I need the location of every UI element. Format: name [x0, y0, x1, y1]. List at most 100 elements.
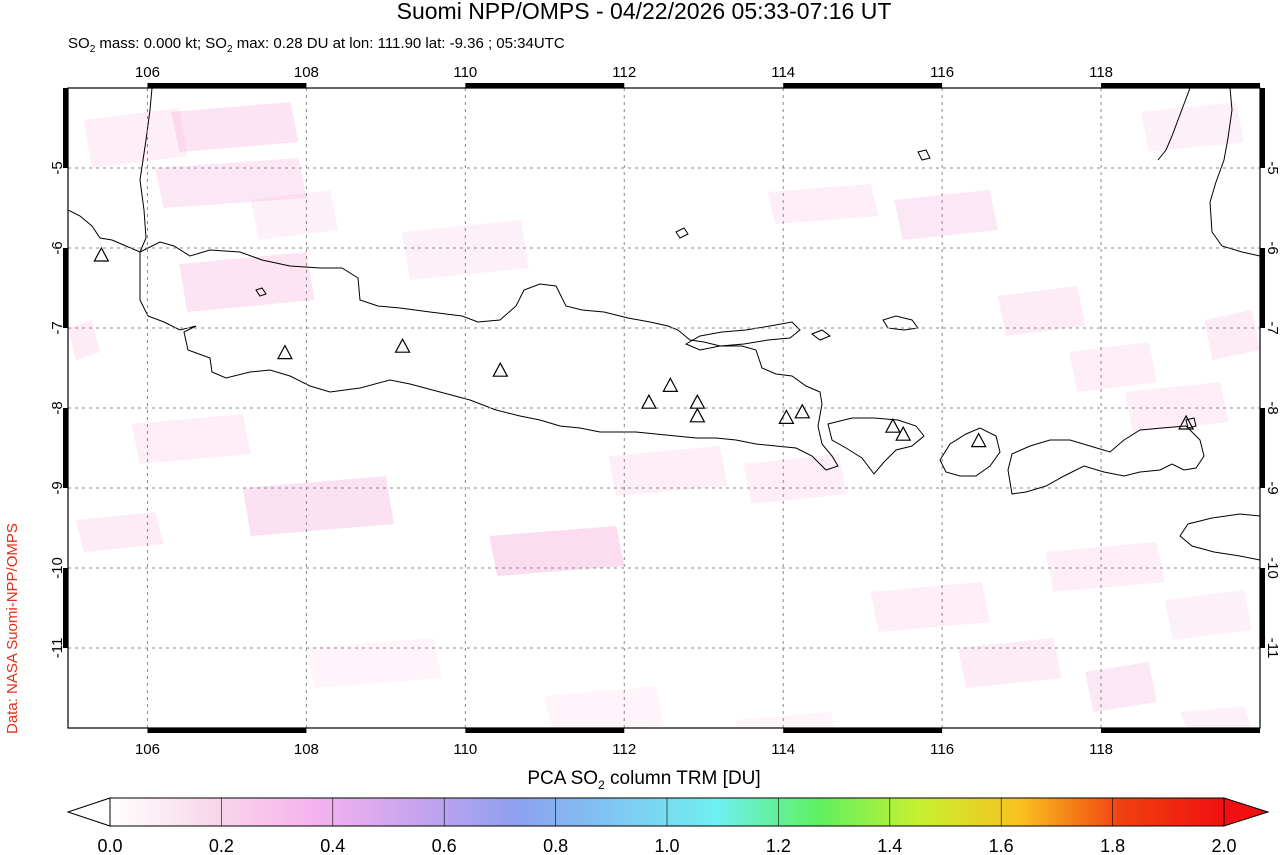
so2-cell [767, 184, 879, 224]
coastline-sumbawa [1007, 425, 1205, 495]
volcano-icon [394, 337, 411, 353]
lat-tick-label: -5 [49, 161, 66, 174]
volcano-icon [1178, 414, 1195, 430]
colorbar-tick-label: 1.2 [766, 836, 791, 855]
so2-cell [250, 190, 339, 240]
lat-labels-right: -5 -6 -7 -8 -9 -10 -11 [1264, 161, 1281, 658]
lon-tick-label: 112 [612, 64, 636, 81]
so2-cell [171, 102, 299, 152]
so2-sub-1: 2 [89, 44, 96, 55]
lat-tick-label: -11 [49, 638, 66, 659]
lon-labels-top: 106 108 110 112 114 116 118 [135, 64, 1113, 81]
colorbar-label: PCA SO2 column TRM [DU] [0, 768, 1288, 792]
so2-cell [1164, 590, 1253, 640]
so2-cell [544, 686, 665, 728]
lat-tick-label: -6 [1264, 241, 1281, 254]
lon-tick-label: 114 [771, 741, 795, 758]
graticule [68, 88, 1260, 728]
lon-tick-label: 116 [930, 64, 954, 81]
frame-bar [465, 728, 625, 733]
colorbar-ticks: 0.0 0.2 0.4 0.6 0.8 1.0 1.2 1.4 1.6 1.8 2.0 [97, 798, 1237, 855]
lat-tick-label: -9 [1264, 481, 1281, 494]
so2-cell [958, 638, 1062, 688]
coastline-sumba [1179, 513, 1260, 561]
lon-tick-label: 108 [294, 64, 319, 81]
lon-tick-label: 118 [1089, 64, 1113, 81]
frame-bar [63, 408, 68, 488]
volcano-icon [884, 417, 901, 433]
colorbar-tick-label: 0.8 [543, 836, 568, 855]
lon-labels-bottom: 106 108 110 112 114 116 118 [135, 741, 1113, 758]
so2-cell [608, 446, 728, 496]
coastline-borneo [1209, 88, 1260, 257]
volcano-icon [93, 246, 110, 262]
frame-bar [465, 83, 625, 88]
colorbar-tick-label: 1.0 [654, 836, 679, 855]
volcano-icon [689, 407, 706, 423]
frame-bar [1260, 408, 1265, 488]
volcano-icon [276, 344, 293, 360]
frame-bar [1260, 568, 1265, 648]
colorbar-tick-label: 0.0 [97, 836, 122, 855]
so2-cell [1045, 542, 1165, 592]
volcano-icon [662, 377, 679, 392]
so2-cell [743, 454, 847, 504]
lat-tick-label: -7 [49, 321, 66, 334]
so2-cell [1204, 310, 1260, 360]
coastline-karimunjawa [675, 227, 689, 239]
volcano-icon [778, 409, 795, 424]
lat-tick-label: -10 [1264, 557, 1281, 579]
so2-summary: SO2 mass: 0.000 kt; SO2 max: 0.28 DU at … [68, 35, 565, 55]
coastline-java [139, 241, 839, 471]
frame-bar [63, 568, 68, 648]
frame-bar [1260, 248, 1265, 328]
frame-bar [1101, 83, 1260, 88]
so2-cell [131, 414, 251, 464]
so2-sub-2: 2 [226, 44, 233, 55]
so2-cell [1085, 662, 1157, 712]
lat-tick-label: -8 [1264, 401, 1281, 414]
colorbar-tick-label: 1.6 [989, 836, 1014, 855]
volcano-icon [794, 403, 811, 419]
colorbar-tick-label: 0.2 [209, 836, 234, 855]
lon-tick-label: 118 [1089, 741, 1113, 758]
lon-tick-label: 106 [135, 64, 160, 81]
lat-tick-label: -7 [1264, 321, 1281, 334]
lon-tick-label: 114 [771, 64, 795, 81]
so2-cell [1140, 102, 1245, 152]
lon-tick-label: 116 [930, 741, 954, 758]
so2-cell [735, 712, 835, 728]
lon-tick-label: 110 [453, 741, 477, 758]
map-title: Suomi NPP/OMPS - 04/22/2026 05:33-07:16 … [396, 0, 892, 24]
so2-cell [870, 582, 990, 632]
coastline-islet-3 [1185, 417, 1197, 429]
lat-tick-label: -6 [49, 241, 66, 254]
coastline-islet-1 [255, 287, 267, 297]
coastline-lombok [939, 427, 1001, 477]
so2-cell [83, 108, 188, 168]
lat-tick-label: -9 [49, 481, 66, 494]
so2-cell [894, 190, 998, 240]
lat-labels-left: -5 -6 -7 -8 -9 -10 -11 [49, 161, 66, 658]
lon-tick-label: 112 [612, 741, 636, 758]
lat-tick-label: -11 [1264, 638, 1281, 659]
volcano-markers [93, 246, 1195, 448]
so2-prefix: SO [68, 35, 90, 52]
lon-tick-label: 110 [453, 64, 477, 81]
so2-cell [68, 320, 100, 360]
so2-cell [1180, 706, 1252, 728]
volcano-icon [970, 432, 987, 448]
volcano-icon [895, 425, 912, 441]
coastline-islet-2 [917, 149, 931, 161]
so2-cell [179, 252, 315, 312]
map-panel: 106 108 110 112 114 116 118 106 108 110 112 114 116… [49, 64, 1281, 758]
colorbar-under-arrow [66, 797, 111, 827]
coastline-borneo-north [1157, 88, 1191, 161]
so2-cell [242, 476, 394, 536]
so2-cell [306, 638, 442, 688]
colorbar-label-suffix: column TRM [DU] [604, 768, 761, 789]
colorbar-tick-label: 1.8 [1100, 836, 1125, 855]
colorbar-label-sub: 2 [598, 777, 605, 792]
colorbar-over-arrow [1223, 797, 1270, 827]
lon-tick-label: 106 [135, 741, 160, 758]
